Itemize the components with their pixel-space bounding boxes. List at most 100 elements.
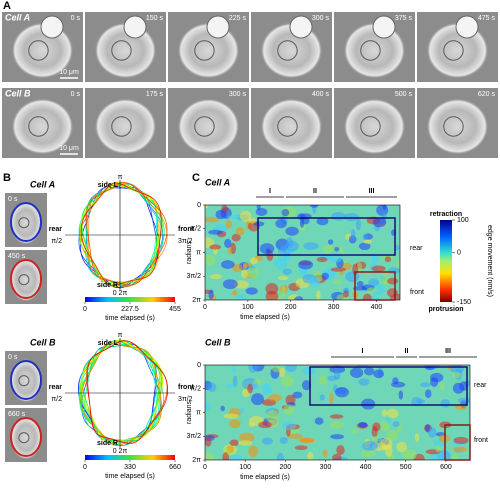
heatmap-blob — [384, 444, 393, 457]
heatmap-blob — [272, 365, 282, 373]
heatmap-blob — [220, 405, 225, 412]
timestamp: 225 s — [229, 15, 247, 22]
heatmap-blob — [248, 445, 259, 458]
region-label: rear — [474, 382, 487, 389]
heatmap-blob — [314, 417, 324, 425]
heatmap-blob — [239, 432, 255, 443]
heatmap-blob — [298, 437, 315, 443]
heatmap-blob — [209, 244, 221, 250]
heatmap-blob — [248, 422, 255, 427]
y-tick-label: 0 — [197, 362, 201, 369]
heatmap-blob — [215, 209, 227, 220]
y-tick-label: 2π — [192, 297, 201, 304]
heatmap-blob — [336, 445, 345, 456]
timestamp: 0 s — [71, 91, 81, 98]
y-tick-label: 2π — [192, 457, 201, 464]
heatmap-blob — [237, 407, 245, 414]
nucleus — [28, 40, 49, 61]
direction: rear — [49, 226, 63, 233]
bead — [123, 15, 147, 39]
heatmap-blob — [281, 285, 286, 298]
phase-label: II — [313, 188, 317, 195]
region-box — [444, 424, 471, 461]
bead — [372, 15, 396, 39]
angle: π — [118, 332, 123, 339]
nucleus — [194, 116, 215, 137]
colorbar-tick-label: 227.5 — [121, 306, 139, 313]
x-axis-label: time elapsed (s) — [240, 474, 290, 481]
heatmap-blob — [358, 242, 371, 251]
cell-name: Cell B — [205, 337, 231, 347]
outline — [10, 417, 42, 457]
heatmap-blob — [299, 217, 305, 228]
direction: side R — [97, 440, 118, 447]
timestamp: 375 s — [395, 15, 413, 22]
heatmap-blob — [366, 287, 378, 294]
direction: side L — [98, 340, 119, 347]
heatmap-blob — [294, 296, 304, 300]
colorbar-tick-label: 100 — [457, 217, 469, 224]
panel-label: C — [192, 172, 200, 184]
region-label: front — [474, 437, 488, 444]
heatmap-blob — [332, 280, 343, 285]
direction: rear — [49, 384, 63, 391]
phase-label: I — [269, 188, 271, 195]
nucleus — [111, 116, 132, 137]
heatmap-blob — [327, 239, 334, 245]
heatmap-blob — [294, 445, 308, 451]
heatmap-blob — [382, 205, 387, 210]
heatmap-blob — [231, 365, 236, 373]
heatmap-blob — [279, 367, 286, 378]
timestamp: 300 s — [229, 91, 247, 98]
cell-body — [11, 98, 74, 155]
nucleus — [360, 40, 381, 61]
cell-name: Cell A — [30, 179, 55, 189]
heatmap-blob — [371, 253, 379, 264]
heatmap-blob — [207, 382, 217, 392]
direction: side L — [98, 182, 119, 189]
colorbar-bottom: protrusion — [429, 306, 464, 313]
heatmap-blob — [362, 293, 372, 300]
heatmap-blob — [228, 454, 243, 460]
heatmap-blob — [384, 256, 392, 263]
heatmap-blob — [229, 439, 239, 447]
nucleus — [194, 40, 215, 61]
heatmap-blob — [381, 409, 388, 417]
heatmap-blob — [451, 371, 461, 379]
heatmap-blob — [368, 278, 380, 287]
heatmap-blob — [276, 452, 284, 460]
heatmap-blob — [319, 375, 327, 385]
heatmap-blob — [452, 382, 465, 394]
colorbar-top: retraction — [430, 211, 462, 218]
colorbar-tick-label: 660 — [169, 464, 181, 471]
heatmap-blob — [329, 392, 334, 405]
heatmap-blob — [373, 369, 385, 379]
outline — [10, 259, 42, 299]
heatmap-blob — [245, 287, 258, 295]
heatmap-blob — [420, 382, 431, 388]
heatmap-blob — [330, 414, 344, 419]
heatmap-blob — [387, 277, 399, 285]
nucleus — [18, 375, 30, 387]
heatmap-blob — [232, 263, 243, 272]
heatmap-blob — [231, 233, 241, 242]
heatmap-blob — [258, 421, 272, 429]
heatmap-blob — [303, 242, 319, 250]
heatmap-blob — [355, 219, 362, 231]
heatmap-blob — [298, 260, 314, 270]
heatmap-blob — [334, 247, 340, 252]
direction: side R — [97, 282, 118, 289]
heatmap-blob — [237, 440, 253, 446]
timestamp: 0 s — [71, 15, 81, 22]
heatmap-blob — [259, 243, 275, 255]
heatmap-blob — [261, 437, 273, 445]
heatmap-blob — [316, 290, 321, 300]
bead — [206, 15, 230, 39]
heatmap-blob — [401, 449, 417, 460]
y-axis-label: radians — [186, 241, 193, 264]
heatmap-blob — [301, 380, 312, 391]
heatmap-blob — [327, 251, 343, 263]
heatmap-blob — [316, 216, 329, 226]
region-box — [309, 366, 468, 406]
